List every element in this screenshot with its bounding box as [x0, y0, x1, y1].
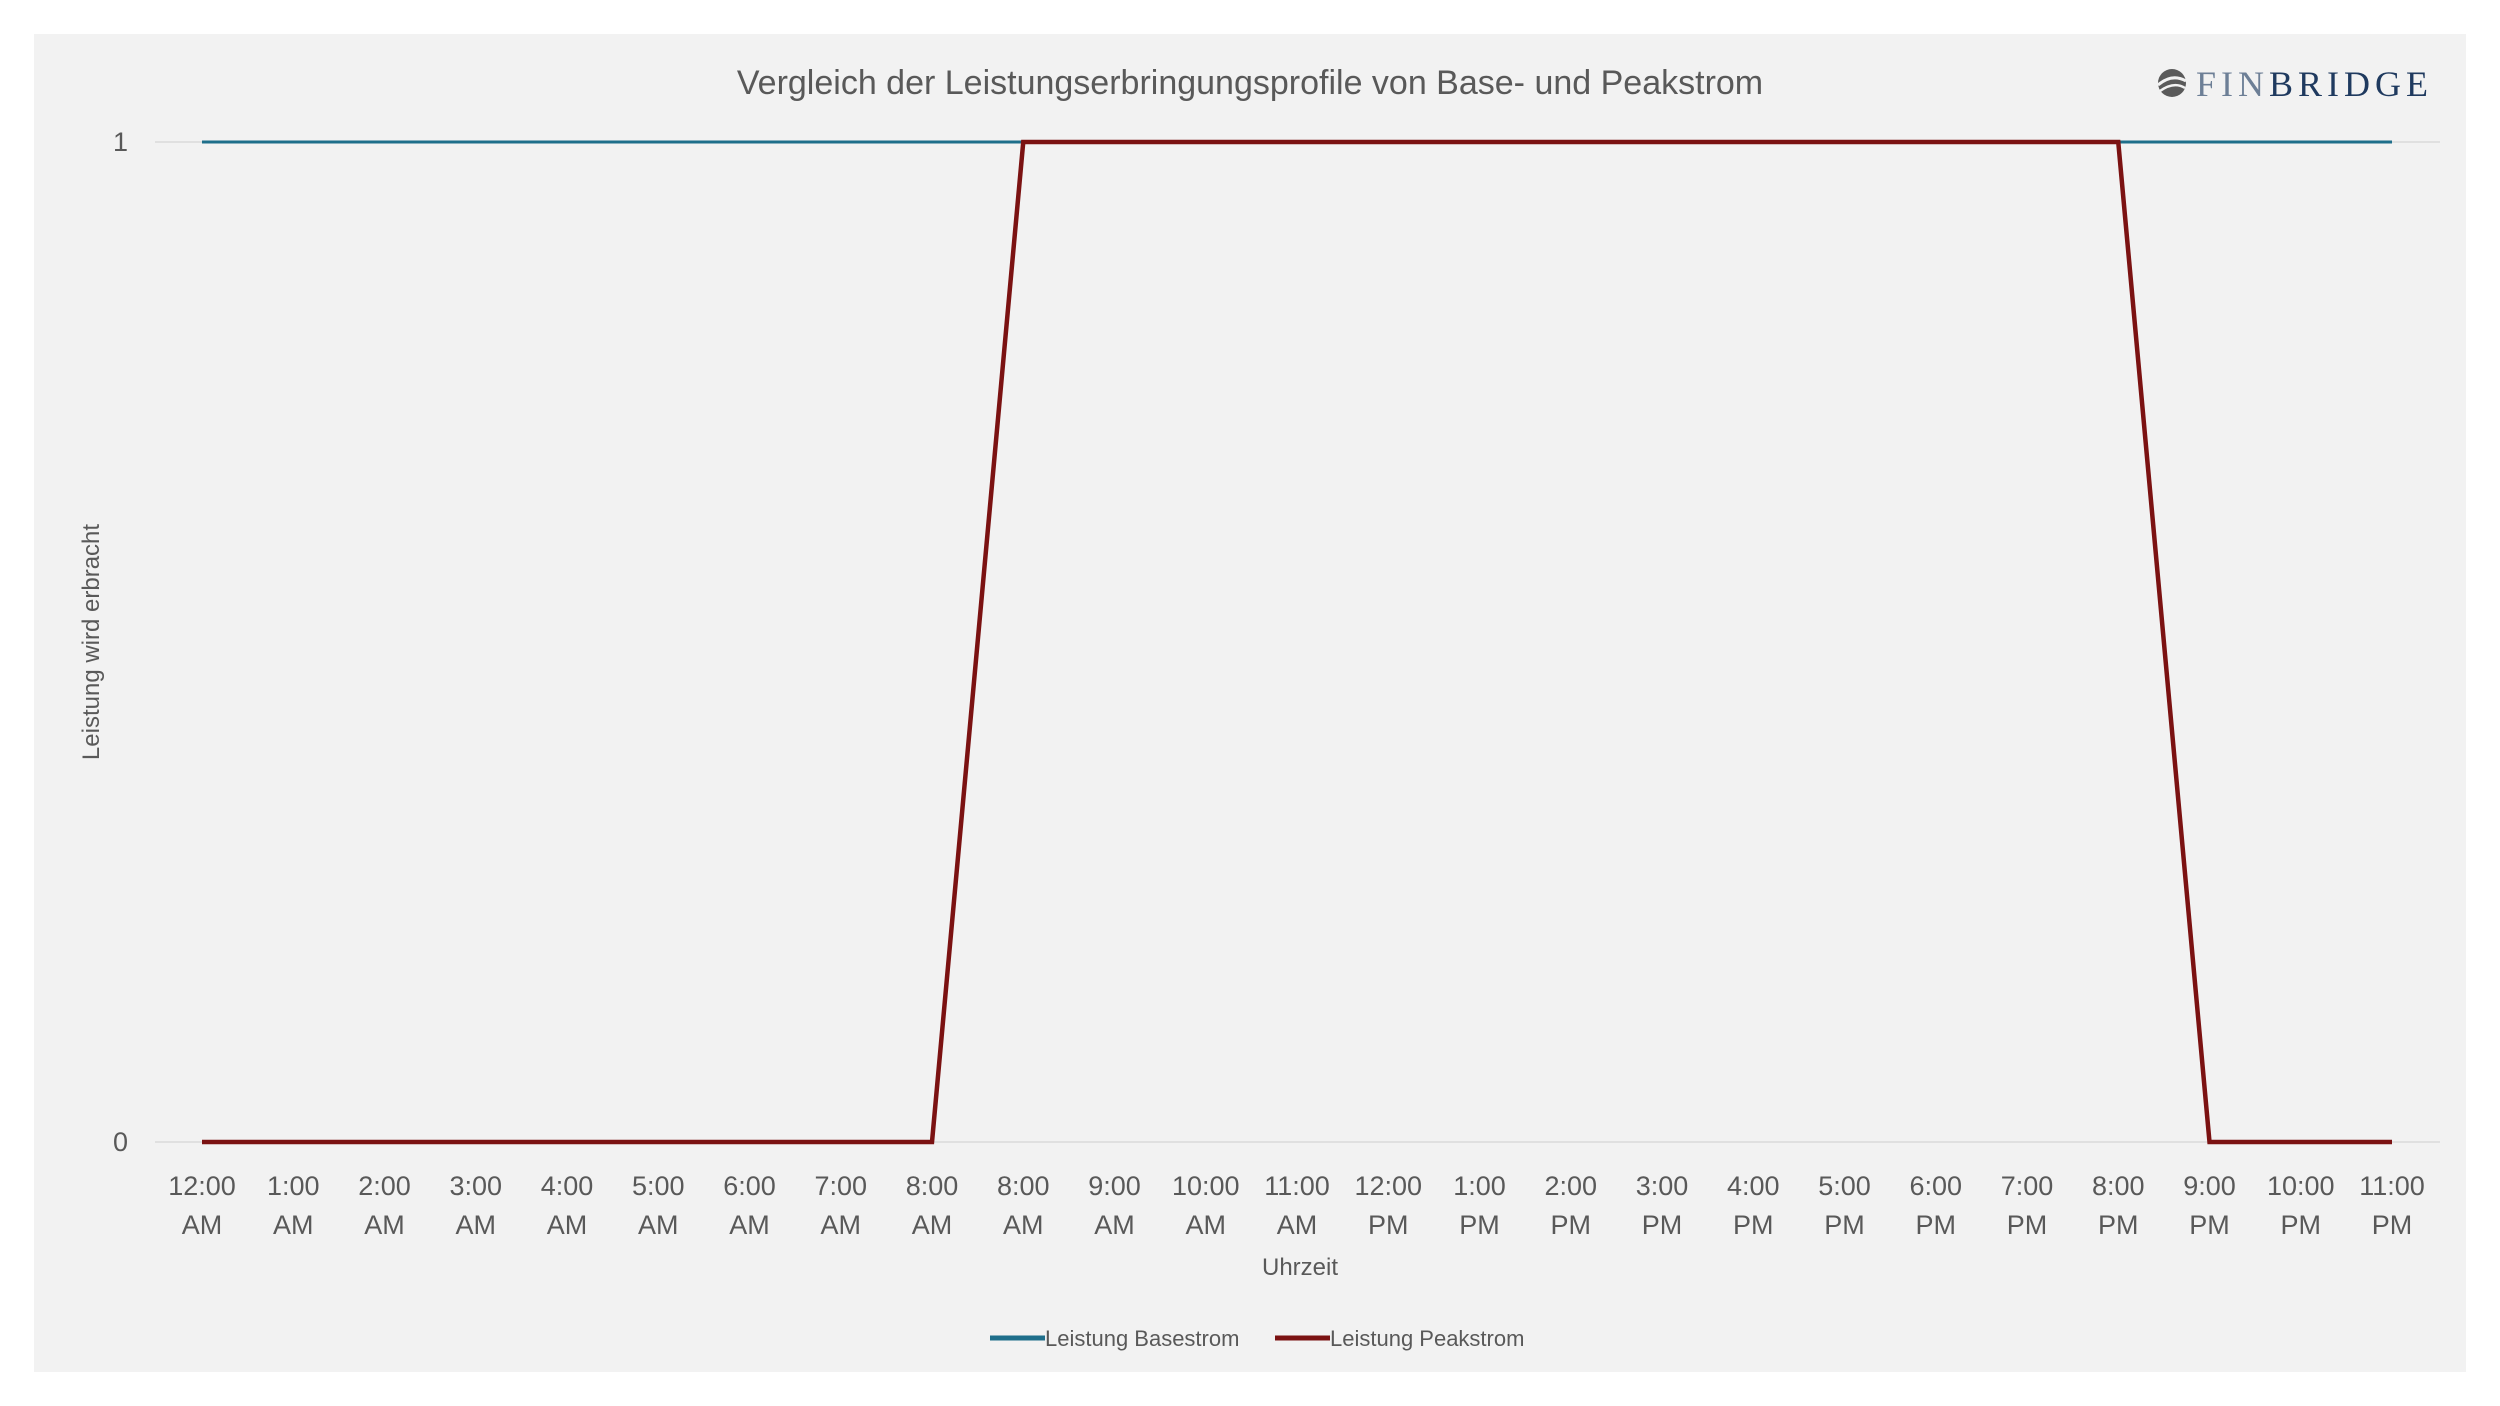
y-tick-label: 0	[113, 1127, 128, 1157]
x-tick-label-ampm: AM	[638, 1210, 679, 1240]
x-tick-label-ampm: PM	[2189, 1210, 2230, 1240]
x-tick-label-ampm: AM	[547, 1210, 588, 1240]
x-tick-label-time: 11:00	[1264, 1171, 1330, 1201]
x-tick-label-ampm: PM	[1733, 1210, 1774, 1240]
y-axis-title: Leistung wird erbracht	[78, 524, 105, 760]
x-tick-label-time: 10:00	[1172, 1171, 1240, 1201]
legend-label: Leistung Peakstrom	[1330, 1326, 1524, 1351]
x-tick-label-time: 8:00	[2092, 1171, 2145, 1201]
x-tick-label-time: 9:00	[1088, 1171, 1141, 1201]
finbridge-logo-text: FINBRIDGE	[2196, 64, 2433, 104]
x-tick-label-time: 2:00	[358, 1171, 411, 1201]
logo-text-bridge: BRIDGE	[2269, 64, 2433, 104]
logo-text-fin: FIN	[2196, 64, 2269, 104]
series-lines	[202, 139, 2392, 1145]
x-tick-label-ampm: PM	[1368, 1210, 1409, 1240]
x-tick-label-time: 2:00	[1544, 1171, 1597, 1201]
x-tick-label-ampm: PM	[1642, 1210, 1683, 1240]
x-tick-label-ampm: AM	[1277, 1210, 1318, 1240]
chart-panel	[34, 34, 2466, 1372]
x-tick-label-time: 1:00	[267, 1171, 320, 1201]
x-tick-label-time: 8:00	[906, 1171, 959, 1201]
x-tick-label-ampm: PM	[2372, 1210, 2413, 1240]
finbridge-logo: FINBRIDGE	[2157, 64, 2433, 104]
series-line-peakstrom	[202, 139, 2392, 1145]
x-tick-label-time: 4:00	[541, 1171, 594, 1201]
x-tick-label-ampm: AM	[182, 1210, 223, 1240]
x-axis-ticks: 12:00 AM 1:00 AM 2:00 AM 3:00 AM 4:00 AM 5:00 AM 6:0…	[168, 1171, 2425, 1240]
x-tick-label-time: 1:00	[1453, 1171, 1506, 1201]
x-tick-label-time: 5:00	[632, 1171, 685, 1201]
x-tick-label-ampm: AM	[912, 1210, 953, 1240]
x-tick-label-ampm: PM	[1459, 1210, 1500, 1240]
x-tick-label-ampm: PM	[1551, 1210, 1592, 1240]
x-tick-label-time: 6:00	[723, 1171, 776, 1201]
x-tick-label-time: 12:00	[168, 1171, 236, 1201]
x-tick-label-ampm: AM	[729, 1210, 770, 1240]
x-tick-label-ampm: PM	[2098, 1210, 2139, 1240]
x-tick-label-ampm: AM	[456, 1210, 497, 1240]
x-tick-label-time: 8:00	[997, 1171, 1050, 1201]
x-tick-label-time: 11:00	[2359, 1171, 2425, 1201]
x-tick-label-ampm: PM	[2007, 1210, 2048, 1240]
gridlines	[155, 141, 2440, 1143]
x-tick-label-time: 3:00	[1636, 1171, 1689, 1201]
x-tick-label-time: 9:00	[2183, 1171, 2236, 1201]
x-tick-label-ampm: AM	[273, 1210, 314, 1240]
x-tick-label-ampm: PM	[1824, 1210, 1865, 1240]
y-axis-ticks: 01	[113, 127, 128, 1157]
x-axis-title: Uhrzeit	[1262, 1254, 1338, 1281]
x-tick-label-ampm: AM	[364, 1210, 405, 1240]
x-tick-label-time: 12:00	[1354, 1171, 1422, 1201]
x-tick-label-time: 7:00	[814, 1171, 867, 1201]
x-tick-label-ampm: AM	[821, 1210, 862, 1240]
x-tick-label-ampm: PM	[1916, 1210, 1957, 1240]
x-tick-label-ampm: AM	[1003, 1210, 1044, 1240]
finbridge-logo-icon	[2157, 69, 2187, 97]
y-tick-label: 1	[113, 127, 128, 157]
x-tick-label-time: 3:00	[449, 1171, 502, 1201]
legend: Leistung Basestrom Leistung Peakstrom	[990, 1326, 1524, 1351]
chart-title: Vergleich der Leistungserbringungsprofil…	[737, 64, 1763, 102]
x-tick-label-time: 7:00	[2001, 1171, 2054, 1201]
x-tick-label-time: 5:00	[1818, 1171, 1871, 1201]
x-tick-label-ampm: AM	[1094, 1210, 1135, 1240]
x-tick-label-ampm: AM	[1186, 1210, 1227, 1240]
x-tick-label-time: 10:00	[2267, 1171, 2335, 1201]
legend-label: Leistung Basestrom	[1045, 1326, 1239, 1351]
x-tick-label-time: 6:00	[1909, 1171, 1962, 1201]
x-tick-label-time: 4:00	[1727, 1171, 1780, 1201]
x-tick-label-ampm: PM	[2281, 1210, 2322, 1240]
